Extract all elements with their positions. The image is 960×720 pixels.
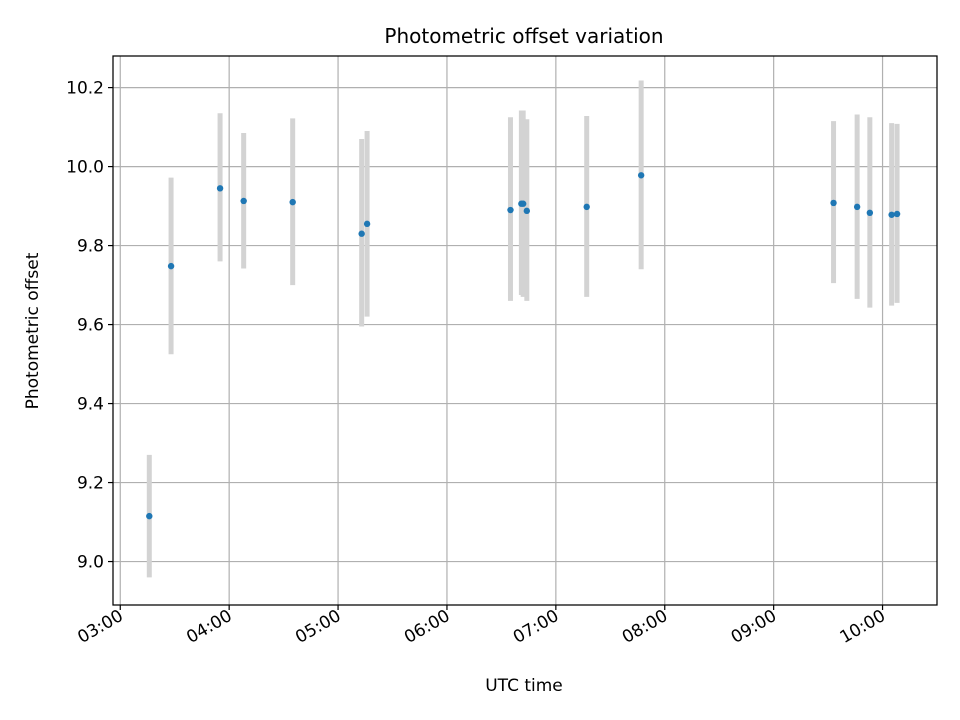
data-point: [853, 203, 861, 211]
y-tick-label: 10.2: [66, 79, 104, 99]
data-point: [523, 207, 531, 215]
y-axis-ticks: 9.0 9.2 9.4 9.6 9.8 10.0 10.2: [66, 79, 113, 573]
y-axis-title: Photometric offset: [23, 252, 43, 409]
plot-frame: [112, 55, 938, 606]
data-point: [167, 262, 175, 270]
data-point: [146, 512, 153, 520]
chart-title: Photometric offset variation: [384, 24, 663, 48]
data-point: [240, 197, 247, 205]
data-point: [289, 198, 296, 206]
data-point: [637, 172, 645, 179]
y-tick-label: 9.8: [77, 237, 104, 257]
data-point: [888, 211, 895, 218]
data-point: [583, 203, 590, 211]
data-point: [507, 206, 514, 214]
x-axis-title: UTC time: [485, 676, 563, 696]
y-tick-label: 9.4: [77, 395, 104, 415]
data-points: [146, 172, 901, 520]
y-tick-label: 9.6: [77, 316, 104, 336]
y-tick-label: 10.0: [66, 158, 104, 178]
data-point: [519, 200, 527, 207]
data-point: [830, 199, 837, 207]
data-point: [363, 220, 371, 228]
data-point: [358, 230, 365, 237]
y-tick-label: 9.0: [77, 553, 104, 573]
data-point: [866, 209, 874, 217]
data-point: [893, 210, 901, 218]
data-point: [216, 185, 224, 192]
y-tick-label: 9.2: [77, 474, 104, 494]
